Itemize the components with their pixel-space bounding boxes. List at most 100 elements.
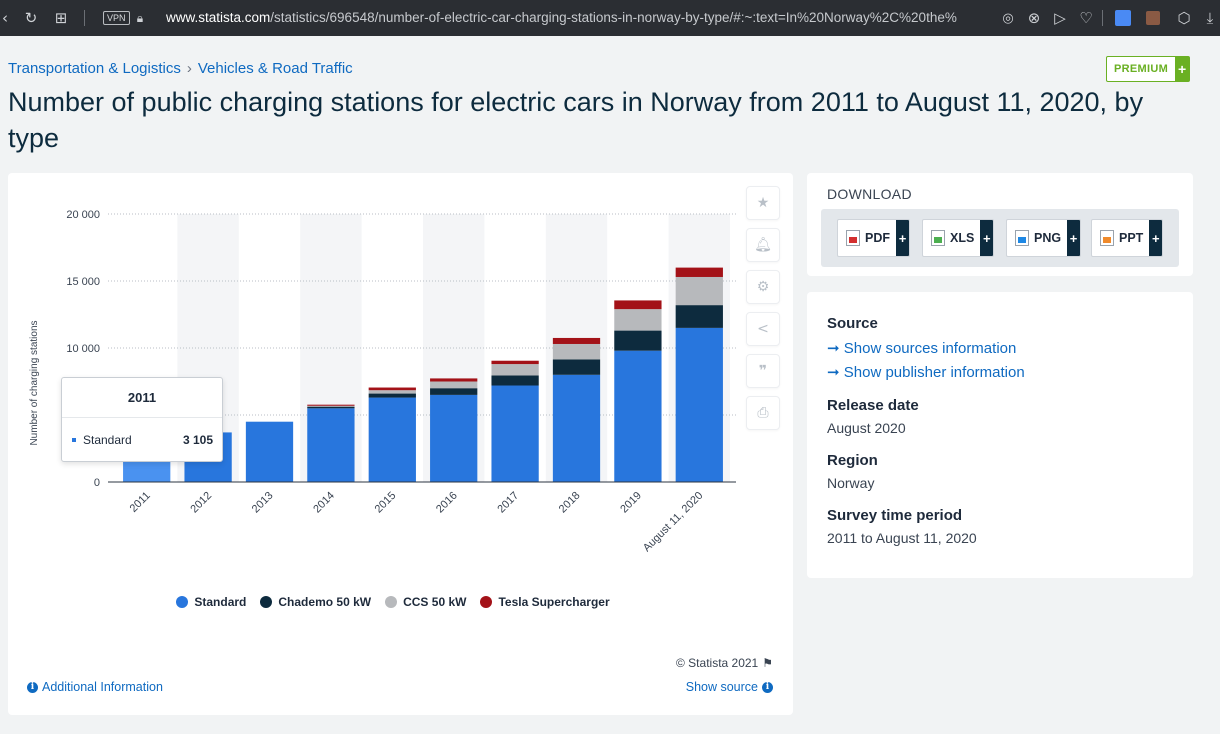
legend-label: Tesla Supercharger: [498, 595, 610, 609]
bar-segment: [614, 300, 662, 310]
show-publisher-link[interactable]: ➞ Show publisher information: [827, 363, 1025, 381]
plus-icon: +: [1067, 220, 1081, 256]
info-card: Source ➞ Show sources information ➞ Show…: [807, 292, 1193, 578]
copyright-text: © Statista 2021: [676, 656, 759, 670]
bar-segment: [430, 381, 478, 389]
survey-period-heading: Survey time period: [827, 507, 963, 524]
print-icon[interactable]: ⎙: [746, 396, 780, 430]
x-tick-label: 2013: [250, 490, 276, 516]
block-icon[interactable]: ⊗: [1027, 9, 1041, 27]
plus-icon: +: [980, 220, 994, 256]
download-xls-label: XLS: [950, 231, 975, 245]
y-tick-label: 20 000: [66, 209, 100, 221]
url-domain: www.statista.com: [166, 10, 271, 25]
y-tick-label: 10 000: [66, 343, 100, 355]
address-bar[interactable]: www.statista.com/statistics/696548/numbe…: [166, 0, 998, 36]
heart-icon[interactable]: ♡: [1079, 9, 1093, 27]
url-path: /statistics/696548/number-of-electric-ca…: [270, 10, 957, 25]
additional-info-link[interactable]: i Additional Information: [27, 680, 163, 694]
source-heading: Source: [827, 315, 878, 332]
gear-icon[interactable]: ⚙: [746, 270, 780, 304]
share-icon[interactable]: <: [746, 312, 780, 346]
x-tick-label: 2017: [495, 490, 521, 516]
y-axis-label: Number of charging stations: [29, 320, 40, 446]
bar-segment: [368, 390, 416, 394]
bar-segment: [552, 337, 601, 344]
tooltip-series-name: Standard: [83, 433, 132, 447]
bell-icon[interactable]: 🔔︎: [746, 228, 780, 262]
bar-segment: [552, 359, 601, 375]
download-icon[interactable]: ⤓: [1206, 9, 1214, 27]
region-heading: Region: [827, 452, 878, 469]
bar-segment: [675, 327, 723, 482]
camera-icon[interactable]: ◎: [1002, 10, 1014, 26]
survey-period-value: 2011 to August 11, 2020: [827, 530, 977, 546]
download-png-button[interactable]: PNG +: [1006, 219, 1082, 257]
breadcrumb-link-vehicles[interactable]: Vehicles & Road Traffic: [197, 60, 353, 77]
show-source-label: Show source: [685, 680, 758, 694]
bar-segment: [675, 305, 723, 328]
plus-icon: +: [896, 220, 909, 256]
breadcrumb-link-transportation[interactable]: Transportation & Logistics: [8, 60, 181, 77]
download-ppt-button[interactable]: PPT +: [1091, 219, 1164, 257]
legend-item-ccs[interactable]: CCS 50 kW: [385, 595, 466, 609]
translate-icon[interactable]: [1114, 0, 1132, 36]
flag-icon[interactable]: ⚑: [762, 656, 773, 670]
star-icon[interactable]: ★: [746, 186, 780, 220]
bar-segment: [614, 309, 662, 331]
reload-icon[interactable]: ↻: [24, 9, 38, 27]
bar-segment: [675, 276, 723, 306]
show-sources-label: Show sources information: [843, 340, 1017, 357]
show-publisher-label: Show publisher information: [843, 364, 1025, 381]
bar-segment: [491, 364, 539, 376]
quote-icon[interactable]: ❞: [746, 354, 780, 388]
download-png-label: PNG: [1034, 231, 1062, 245]
premium-label: PREMIUM: [1114, 63, 1169, 75]
show-sources-link[interactable]: ➞ Show sources information: [827, 339, 1016, 357]
download-pdf-button[interactable]: PDF +: [837, 219, 910, 257]
grid-icon[interactable]: ⊞: [54, 9, 68, 27]
x-tick-label: August 11, 2020: [641, 490, 706, 555]
y-tick-label: 15 000: [66, 276, 100, 288]
region-value: Norway: [827, 475, 875, 491]
tooltip-title: 2011: [62, 378, 222, 418]
premium-badge[interactable]: PREMIUM +: [1106, 56, 1191, 82]
bar-segment: [552, 343, 601, 360]
download-xls-button[interactable]: XLS +: [922, 219, 995, 257]
tooltip-value: 3 105: [182, 433, 213, 447]
legend-item-tesla[interactable]: Tesla Supercharger: [480, 595, 610, 609]
extension-cube-icon[interactable]: [1144, 0, 1162, 36]
arrow-right-icon: ➞: [827, 340, 840, 357]
bar-segment: [307, 404, 355, 406]
bar-segment: [430, 388, 478, 395]
ppt-file-icon: [1100, 230, 1114, 246]
breadcrumb: Transportation & Logistics › Vehicles & Ro…: [8, 60, 353, 77]
bar-segment: [307, 405, 355, 407]
lock-icon: 🔒︎: [136, 10, 144, 25]
send-icon[interactable]: ▷: [1054, 9, 1066, 27]
bar-segment: [307, 408, 355, 482]
vpn-badge[interactable]: VPN: [103, 11, 130, 25]
chart-tooltip: 2011 Standard 3 105: [61, 377, 223, 462]
legend-label: CCS 50 kW: [403, 595, 467, 609]
x-tick-label: 2011: [128, 490, 153, 515]
bar-segment: [245, 421, 294, 482]
download-card: DOWNLOAD PDF + XLS + PNG + PPT +: [807, 173, 1193, 276]
bar-segment: [491, 360, 539, 365]
xls-file-icon: [931, 230, 945, 246]
bar-segment: [552, 374, 601, 482]
bar-segment: [491, 375, 539, 386]
bar-segment: [430, 394, 478, 482]
bar-segment: [430, 378, 478, 382]
show-source-link[interactable]: Show source i: [686, 680, 773, 694]
box-icon[interactable]: ⬡: [1177, 9, 1191, 27]
legend-item-chademo[interactable]: Chademo 50 kW: [260, 595, 371, 609]
additional-info-label: Additional Information: [42, 680, 163, 694]
legend-item-standard[interactable]: Standard: [176, 595, 246, 609]
back-icon[interactable]: ‹: [2, 9, 8, 27]
plus-icon: +: [1149, 220, 1163, 256]
bar-segment: [614, 350, 662, 482]
x-tick-label: 2015: [373, 490, 399, 516]
